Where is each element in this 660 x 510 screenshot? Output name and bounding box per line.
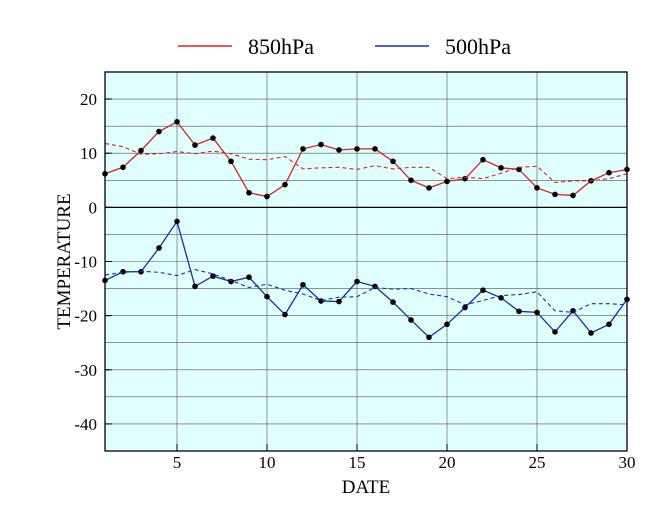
series-line-2 (104, 219, 628, 339)
data-point (192, 283, 198, 290)
data-point (210, 273, 216, 279)
y-tick-label: -30 (74, 361, 97, 380)
x-tick-label: 25 (529, 453, 546, 472)
y-tick-label: 20 (80, 90, 97, 109)
data-point (480, 287, 486, 293)
data-point (138, 147, 144, 154)
data-point (426, 334, 432, 341)
series-line-3 (104, 269, 628, 313)
y-tick-label: -10 (74, 253, 97, 272)
data-point (354, 146, 360, 152)
data-point (534, 309, 540, 316)
x-tick-label: 30 (619, 453, 636, 472)
x-tick-label: 5 (173, 453, 182, 472)
data-point (444, 321, 450, 328)
data-point (282, 311, 288, 318)
data-point (264, 193, 270, 200)
data-point (426, 185, 432, 191)
y-tick-label: 0 (89, 198, 98, 217)
series-line-0 (104, 120, 628, 198)
series-2 (102, 218, 630, 341)
y-tick-label: -40 (74, 415, 97, 434)
data-point (192, 142, 198, 148)
data-point (588, 330, 594, 336)
legend-label: 500hPa (445, 34, 511, 59)
x-axis-title: DATE (342, 477, 391, 498)
data-point (480, 156, 486, 163)
data-point (552, 191, 558, 198)
data-point (336, 147, 342, 153)
y-axis-title: TEMPERATURE (54, 193, 75, 329)
data-point (246, 274, 252, 281)
data-point (120, 268, 126, 275)
series-3 (104, 269, 628, 313)
legend: 850hPa 500hPa (178, 34, 511, 59)
data-point (516, 166, 522, 173)
data-point (408, 317, 414, 323)
data-point (228, 158, 234, 165)
data-point (498, 165, 504, 171)
data-point (174, 119, 180, 125)
grid-lines (105, 72, 628, 451)
data-point (156, 245, 162, 251)
x-tick-label: 20 (439, 453, 456, 472)
data-point (174, 218, 180, 225)
x-tick-label: 10 (259, 453, 276, 472)
data-point (534, 185, 540, 191)
data-point (552, 329, 558, 335)
axis-ticks: 5 10 15 20 25 30 20 10 0 -10 -20 -30 -40 (74, 90, 635, 472)
legend-label: 850hPa (248, 34, 314, 59)
data-point (246, 189, 252, 196)
data-point (372, 146, 378, 152)
data-point (264, 293, 270, 300)
data-point (282, 181, 288, 188)
y-tick-label: -20 (74, 307, 97, 326)
data-point (516, 308, 522, 315)
data-point (318, 141, 324, 148)
data-point (120, 164, 126, 171)
y-tick-label: 10 (80, 144, 97, 163)
data-point (390, 299, 396, 305)
data-point (300, 281, 306, 288)
data-point (336, 298, 342, 305)
series-1 (104, 142, 628, 184)
data-point (156, 128, 162, 135)
data-point (462, 304, 468, 311)
data-point (570, 192, 576, 199)
data-point (354, 278, 360, 285)
data-point (210, 135, 216, 141)
data-point (390, 158, 396, 165)
data-point (606, 321, 612, 328)
data-point (606, 169, 612, 176)
data-point (300, 146, 306, 152)
data-point (372, 283, 378, 290)
x-tick-label: 15 (349, 453, 366, 472)
data-point (408, 177, 414, 184)
data-point (444, 178, 450, 185)
data-point (318, 298, 324, 304)
series-line-1 (104, 142, 628, 184)
